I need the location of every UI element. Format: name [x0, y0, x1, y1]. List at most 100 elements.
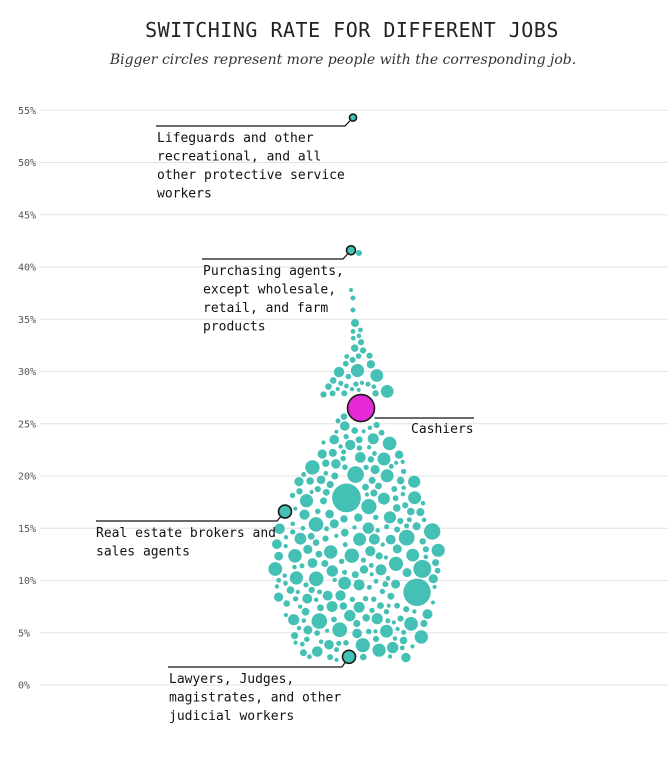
job-bubble — [414, 630, 428, 644]
job-bubble — [369, 572, 374, 577]
job-bubble — [321, 560, 329, 567]
job-bubble — [375, 552, 383, 560]
job-bubble — [325, 383, 332, 390]
job-bubble — [323, 470, 329, 476]
job-bubble — [288, 614, 300, 626]
job-bubble — [373, 578, 379, 584]
job-bubble — [314, 630, 320, 636]
job-bubble — [356, 250, 362, 256]
annotation-line: sales agents — [96, 545, 190, 560]
job-bubble — [391, 486, 398, 492]
job-bubble — [387, 592, 395, 600]
job-bubble — [289, 571, 303, 585]
job-bubble — [380, 385, 394, 398]
job-bubble — [350, 335, 356, 341]
job-bubble — [349, 386, 355, 392]
job-bubble — [296, 625, 302, 631]
job-bubble — [385, 534, 396, 545]
job-bubble — [294, 477, 304, 487]
job-bubble — [353, 601, 365, 613]
job-bubble — [362, 522, 375, 534]
y-tick-label: 35% — [18, 315, 36, 326]
job-bubble — [420, 619, 428, 628]
job-bubble — [351, 319, 359, 327]
job-bubble — [291, 632, 299, 640]
job-bubble — [324, 545, 338, 559]
job-bubble — [334, 533, 339, 539]
job-bubble — [432, 584, 437, 590]
job-bubble — [361, 429, 366, 434]
job-bubble — [299, 563, 305, 569]
job-bubble — [322, 459, 330, 467]
job-bubble — [375, 528, 381, 533]
job-bubble — [349, 288, 353, 292]
job-bubble — [428, 574, 438, 584]
job-bubble — [396, 476, 405, 485]
highlight-bubble — [277, 504, 293, 519]
job-bubble — [332, 483, 361, 513]
job-bubble — [334, 657, 339, 663]
job-bubble — [392, 495, 399, 502]
highlight-real-estate: Real estate brokers and sales agents — [96, 504, 293, 560]
job-bubble — [401, 652, 411, 663]
job-bubble — [383, 511, 396, 524]
job-bubble — [367, 456, 375, 463]
job-bubble — [295, 589, 300, 595]
job-bubble — [274, 523, 285, 535]
job-bubble — [394, 602, 400, 609]
job-bubble — [383, 609, 390, 615]
job-bubble — [350, 363, 365, 378]
job-bubble — [342, 360, 349, 367]
job-bubble — [302, 593, 313, 604]
job-bubble — [332, 622, 348, 638]
job-bubble — [350, 295, 356, 301]
job-bubble — [342, 542, 348, 548]
annotation-line: judicial workers — [169, 709, 294, 724]
job-bubble — [401, 468, 407, 475]
job-bubble — [282, 573, 287, 578]
y-tick-label: 15% — [18, 524, 36, 535]
job-bubble — [312, 539, 320, 546]
job-bubble — [371, 613, 383, 625]
job-bubble — [394, 526, 401, 533]
job-bubble — [387, 641, 399, 654]
job-bubble — [369, 607, 375, 614]
job-bubble — [382, 436, 397, 451]
job-bubble — [333, 366, 345, 378]
job-bubble — [268, 562, 283, 576]
job-bubble — [274, 584, 280, 589]
job-bubble — [403, 606, 410, 613]
job-bubble — [369, 533, 380, 545]
annotation-line: recreational, and all — [157, 150, 321, 165]
job-bubble — [412, 522, 421, 531]
job-bubble — [356, 387, 361, 392]
y-tick-label: 20% — [18, 472, 36, 483]
job-bubble — [380, 624, 393, 638]
job-bubble — [272, 539, 282, 550]
job-bubble — [335, 590, 346, 601]
job-bubble — [332, 577, 337, 583]
job-bubble — [360, 347, 367, 354]
job-bubble — [306, 477, 314, 485]
job-bubble — [401, 485, 406, 490]
job-bubble — [388, 463, 394, 469]
job-bubble — [286, 586, 295, 594]
job-bubble — [356, 333, 362, 339]
job-bubble — [373, 421, 380, 429]
job-bubble — [340, 421, 350, 431]
job-bubble — [378, 429, 385, 436]
job-bubble — [326, 565, 338, 577]
job-bubble — [308, 571, 324, 587]
job-bubble — [307, 654, 312, 660]
annotation-line: retail, and farm — [203, 301, 328, 316]
job-bubble — [379, 588, 386, 595]
job-bubble — [360, 653, 367, 661]
job-bubble — [367, 425, 373, 431]
job-bubble — [359, 565, 369, 574]
job-bubble — [362, 483, 369, 491]
job-bubble — [408, 491, 422, 505]
job-bubble — [326, 601, 338, 612]
job-bubble — [342, 569, 348, 575]
job-bubble — [301, 607, 310, 616]
job-bubble — [342, 464, 348, 471]
